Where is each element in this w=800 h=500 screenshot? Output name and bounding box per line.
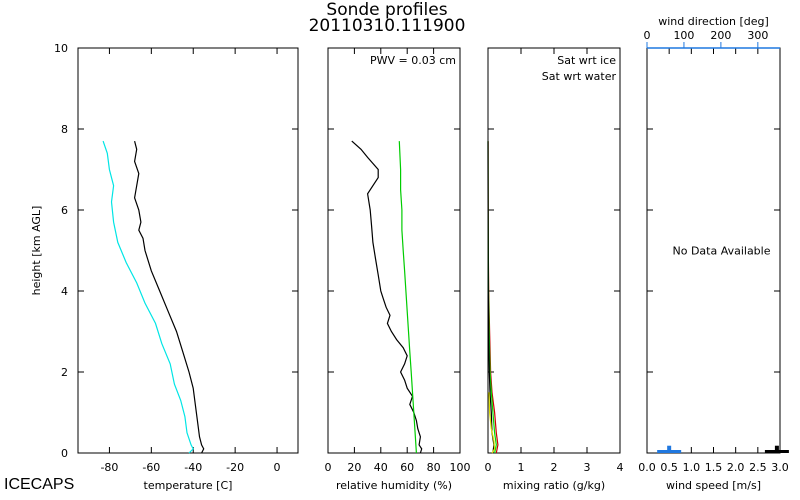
x-tick-label-temperature: 0 bbox=[274, 461, 281, 474]
legend-entry: Sat wrt water bbox=[542, 70, 617, 83]
wind-marker-base-0 bbox=[657, 450, 682, 453]
y-tick-label: 8 bbox=[61, 123, 68, 136]
plot-frame-temperature bbox=[77, 47, 299, 454]
wind-marker-base-1 bbox=[764, 450, 789, 453]
x-tick-label-wind: 2.5 bbox=[749, 461, 767, 474]
x-tick-label-mixing: 2 bbox=[551, 461, 558, 474]
x-tick-label-temperature: -40 bbox=[184, 461, 202, 474]
x-axis-label-temperature: temperature [C] bbox=[144, 479, 233, 492]
series-line-temperature-1 bbox=[102, 140, 194, 454]
x-tick-label-mixing: 3 bbox=[584, 461, 591, 474]
series-line-humidity-1 bbox=[398, 141, 417, 454]
pwv-annotation: PWV = 0.03 cm bbox=[370, 54, 456, 67]
x-tick-label-humidity: 60 bbox=[400, 461, 414, 474]
title-line-1: Sonde profiles bbox=[326, 0, 447, 20]
top-axis-tick-label: 200 bbox=[710, 29, 731, 42]
y-tick-label: 4 bbox=[61, 285, 68, 298]
x-axis-label-mixing: mixing ratio (g/kg) bbox=[503, 479, 605, 492]
no-data-message: No Data Available bbox=[672, 245, 770, 258]
y-tick-label: 10 bbox=[54, 42, 68, 55]
x-tick-label-wind: 0.0 bbox=[638, 461, 656, 474]
x-tick-label-temperature: -20 bbox=[226, 461, 244, 474]
x-axis-label-humidity: relative humidity (%) bbox=[336, 479, 452, 492]
y-axis-label: height [km AGL] bbox=[30, 206, 43, 296]
y-tick-label: 6 bbox=[61, 204, 68, 217]
x-tick-label-humidity: 100 bbox=[450, 461, 471, 474]
x-tick-label-mixing: 4 bbox=[617, 461, 624, 474]
series-line-humidity-0 bbox=[351, 140, 423, 454]
x-tick-label-mixing: 1 bbox=[518, 461, 525, 474]
x-tick-label-humidity: 20 bbox=[347, 461, 361, 474]
x-tick-label-wind: 1.0 bbox=[683, 461, 701, 474]
x-tick-label-wind: 2.0 bbox=[727, 461, 745, 474]
x-tick-label-humidity: 40 bbox=[374, 461, 388, 474]
x-tick-label-wind: 3.0 bbox=[771, 461, 789, 474]
top-axis-label: wind direction [deg] bbox=[658, 15, 769, 28]
legend-entry: Sat wrt ice bbox=[557, 54, 616, 67]
series-line-temperature-0 bbox=[133, 140, 205, 454]
top-axis-tick-label: 0 bbox=[644, 29, 651, 42]
x-tick-label-wind: 1.5 bbox=[705, 461, 723, 474]
footer-label: ICECAPS bbox=[4, 476, 75, 493]
wind-marker-0 bbox=[667, 445, 672, 453]
x-tick-label-temperature: -80 bbox=[100, 461, 118, 474]
wind-marker-1 bbox=[774, 445, 779, 453]
title-line-2: 20110310.111900 bbox=[309, 16, 466, 36]
plot-frame-mixing bbox=[487, 47, 621, 454]
x-tick-label-humidity: 80 bbox=[427, 461, 441, 474]
top-axis-tick-label: 100 bbox=[673, 29, 694, 42]
x-tick-label-mixing: 0 bbox=[485, 461, 492, 474]
x-axis-label-wind: wind speed [m/s] bbox=[666, 479, 761, 492]
y-tick-label: 2 bbox=[61, 366, 68, 379]
x-tick-label-temperature: -60 bbox=[142, 461, 160, 474]
top-axis-tick-label: 300 bbox=[747, 29, 768, 42]
x-tick-label-humidity: 0 bbox=[325, 461, 332, 474]
y-tick-label: 0 bbox=[61, 447, 68, 460]
series-line-mixing-3 bbox=[488, 392, 496, 454]
x-tick-label-wind: 0.5 bbox=[660, 461, 678, 474]
plot-frame-humidity bbox=[327, 47, 461, 454]
